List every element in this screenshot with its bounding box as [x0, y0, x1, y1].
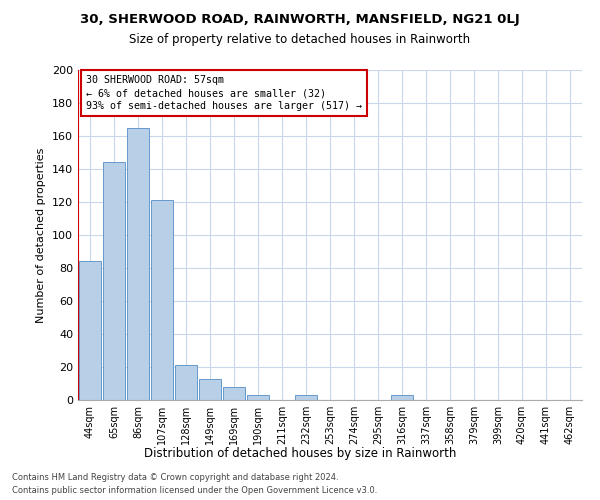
Bar	[175, 366, 197, 400]
Text: Contains HM Land Registry data © Crown copyright and database right 2024.: Contains HM Land Registry data © Crown c…	[12, 472, 338, 482]
Bar	[247, 395, 269, 400]
Bar	[151, 200, 173, 400]
Y-axis label: Number of detached properties: Number of detached properties	[37, 148, 46, 322]
Bar	[127, 128, 149, 400]
Text: 30, SHERWOOD ROAD, RAINWORTH, MANSFIELD, NG21 0LJ: 30, SHERWOOD ROAD, RAINWORTH, MANSFIELD,…	[80, 12, 520, 26]
Text: 30 SHERWOOD ROAD: 57sqm
← 6% of detached houses are smaller (32)
93% of semi-det: 30 SHERWOOD ROAD: 57sqm ← 6% of detached…	[86, 75, 362, 112]
Bar	[103, 162, 125, 400]
Bar	[391, 395, 413, 400]
Text: Distribution of detached houses by size in Rainworth: Distribution of detached houses by size …	[144, 448, 456, 460]
Bar	[199, 378, 221, 400]
Bar	[223, 387, 245, 400]
Text: Size of property relative to detached houses in Rainworth: Size of property relative to detached ho…	[130, 32, 470, 46]
Bar	[295, 395, 317, 400]
Text: Contains public sector information licensed under the Open Government Licence v3: Contains public sector information licen…	[12, 486, 377, 495]
Bar	[79, 262, 101, 400]
